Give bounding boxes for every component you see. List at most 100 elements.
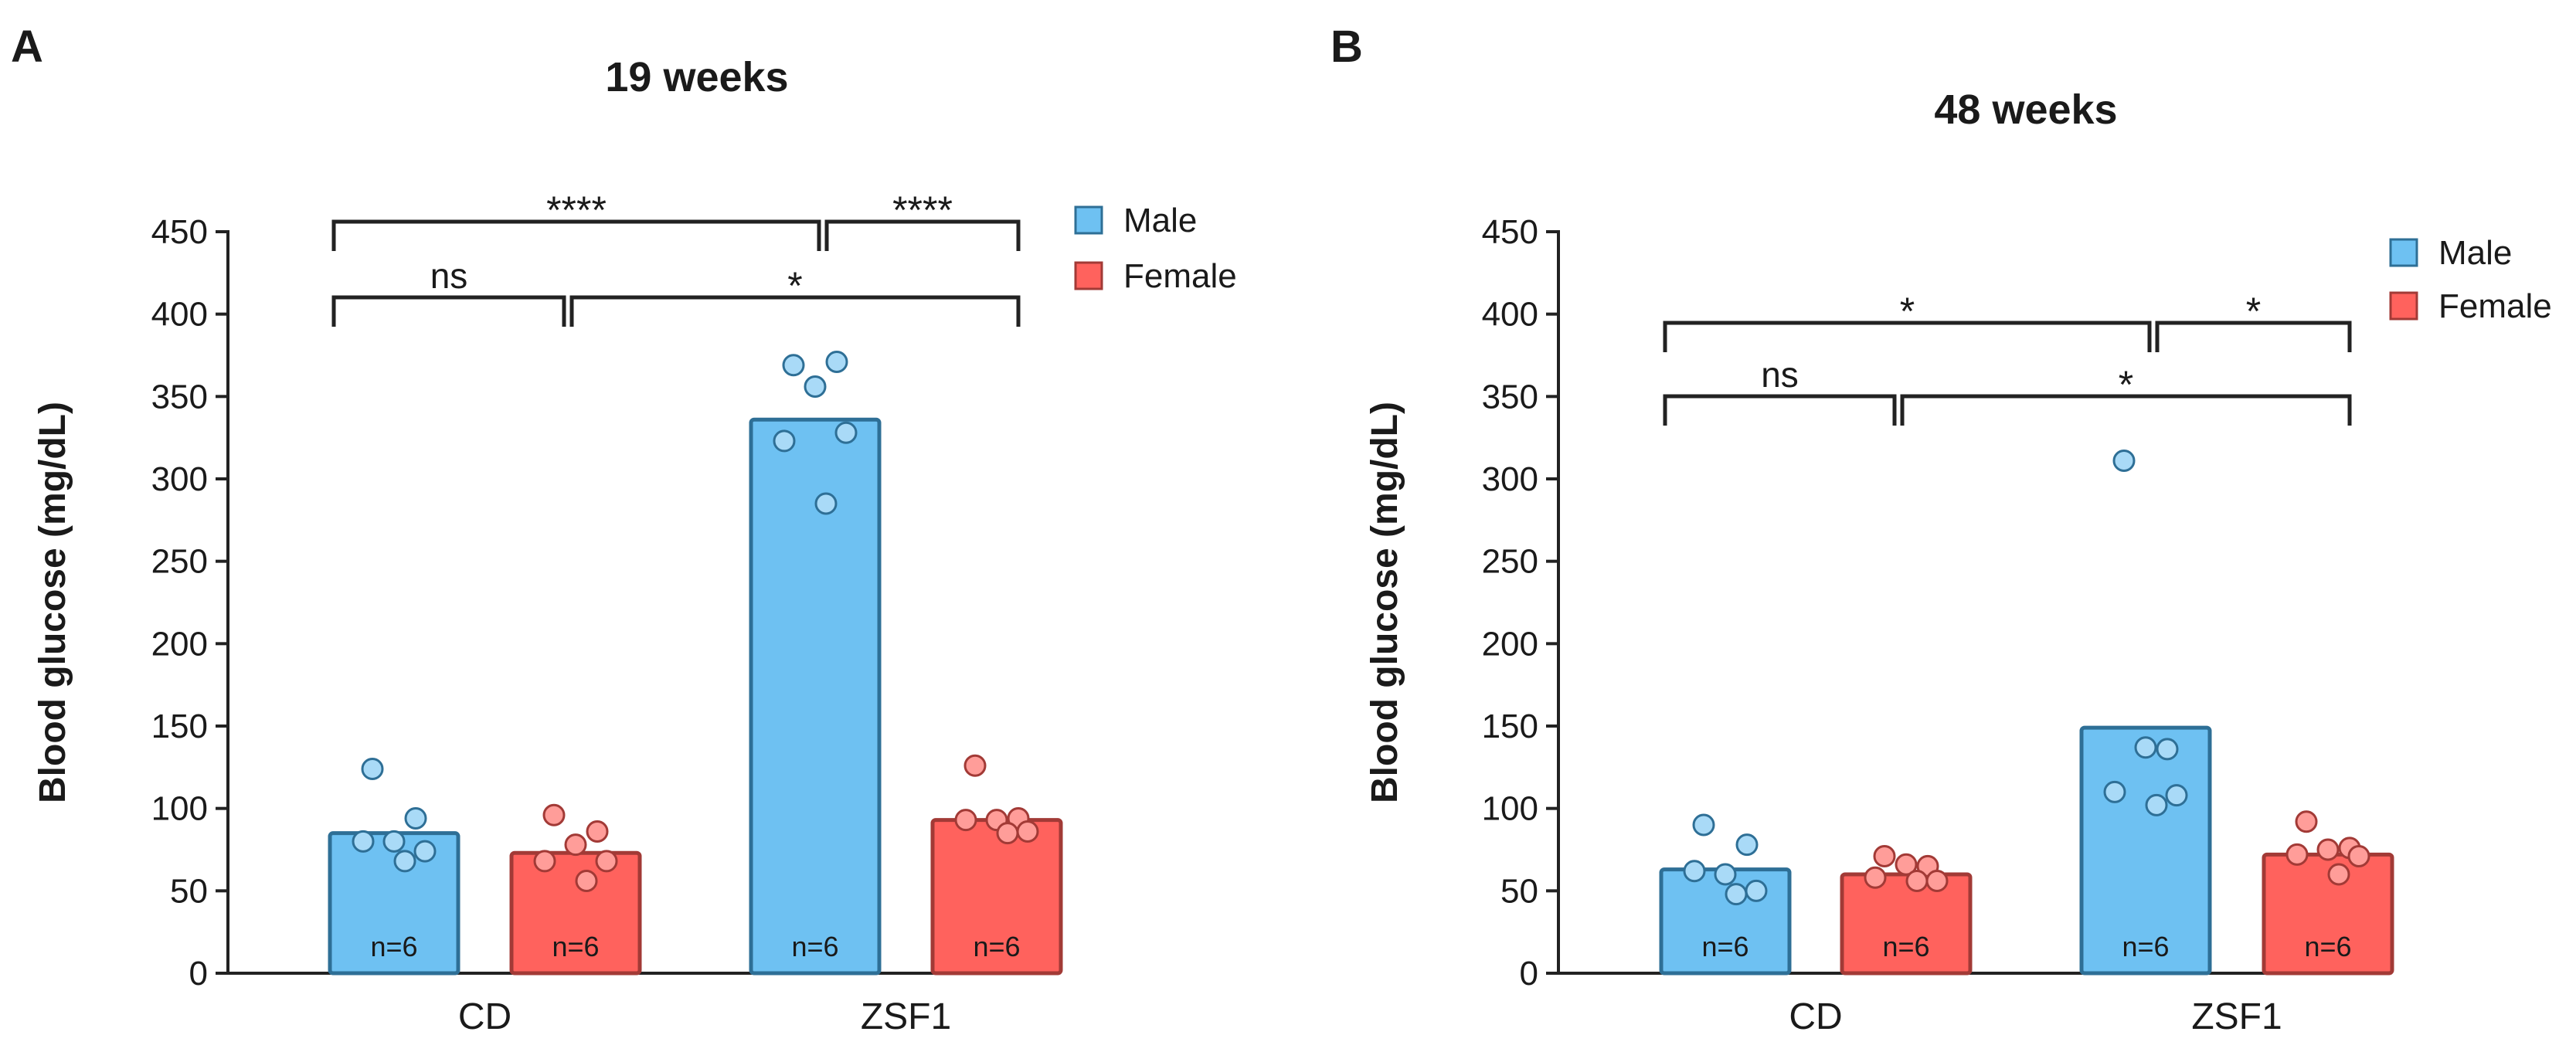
data-point bbox=[782, 354, 805, 377]
y-tick-label: 250 bbox=[151, 543, 208, 581]
legend-label-female: Female bbox=[2438, 287, 2552, 325]
data-point bbox=[382, 830, 406, 853]
data-point bbox=[1873, 845, 1896, 868]
data-point bbox=[1714, 863, 1737, 886]
y-tick-label: 450 bbox=[151, 213, 208, 251]
bar-zsf1-male bbox=[749, 417, 882, 976]
y-tick-label: 100 bbox=[151, 790, 208, 828]
y-tick-label: 350 bbox=[1482, 378, 1538, 416]
y-tick-label: 300 bbox=[1482, 460, 1538, 498]
panel-a: A 19 weeks Blood glucose (mg/dL) 0 50 100 150 2… bbox=[11, 22, 1237, 1037]
data-point bbox=[533, 850, 556, 873]
significance-bracket bbox=[1663, 394, 1897, 426]
significance-bracket bbox=[2155, 321, 2352, 352]
data-point bbox=[361, 757, 384, 780]
data-point bbox=[1745, 879, 1768, 902]
data-point bbox=[564, 833, 587, 857]
data-point bbox=[834, 421, 858, 444]
data-point bbox=[404, 806, 427, 830]
data-point bbox=[413, 840, 437, 863]
significance-bracket bbox=[331, 219, 821, 251]
y-axis-label: Blood glucose (mg/dL) bbox=[32, 402, 73, 803]
data-point bbox=[1905, 870, 1929, 893]
significance-label: * bbox=[2119, 363, 2133, 406]
data-point bbox=[954, 809, 977, 832]
data-point bbox=[996, 822, 1019, 845]
significance-label: * bbox=[1900, 290, 1915, 333]
n-label: n=6 bbox=[973, 931, 1020, 962]
significance-bracket bbox=[1900, 394, 2352, 426]
significance-label: * bbox=[2246, 290, 2261, 333]
data-point bbox=[1016, 820, 1039, 843]
significance-bracket bbox=[569, 295, 1021, 327]
n-label: n=6 bbox=[1701, 931, 1748, 962]
x-category-label: ZSF1 bbox=[2191, 996, 2282, 1037]
y-axis-label: Blood glucose (mg/dL) bbox=[1364, 402, 1405, 803]
significance-label: **** bbox=[892, 188, 953, 232]
n-label: n=6 bbox=[370, 931, 417, 962]
n-label: n=6 bbox=[2122, 931, 2169, 962]
legend-swatch-female bbox=[2389, 291, 2418, 321]
y-tick-label: 100 bbox=[1482, 790, 1538, 828]
x-category-label: CD bbox=[1789, 996, 1842, 1037]
y-tick-label: 200 bbox=[151, 625, 208, 663]
data-point bbox=[1683, 860, 1706, 883]
y-tick-label: 450 bbox=[1482, 213, 1538, 251]
data-point bbox=[595, 850, 618, 873]
data-point bbox=[393, 850, 416, 873]
data-point bbox=[2327, 863, 2350, 886]
data-point bbox=[2112, 450, 2136, 473]
n-label: n=6 bbox=[552, 931, 599, 962]
data-point bbox=[2165, 784, 2188, 807]
data-point bbox=[2295, 810, 2318, 833]
chart-title: 19 weeks bbox=[605, 54, 788, 100]
legend-swatch-male bbox=[2389, 238, 2418, 267]
data-point bbox=[575, 870, 598, 893]
panel-b: B 48 weeks Blood glucose (mg/dL) 0 50 100 150 2… bbox=[1330, 22, 2552, 1037]
significance-label: ns bbox=[1761, 355, 1799, 395]
data-point bbox=[1725, 883, 1748, 906]
data-point bbox=[1692, 813, 1715, 837]
y-tick-label: 200 bbox=[1482, 625, 1538, 663]
data-point bbox=[2285, 843, 2309, 866]
data-point bbox=[1864, 866, 1887, 889]
y-tick-label: 0 bbox=[189, 955, 208, 993]
chart-title: 48 weeks bbox=[1934, 87, 2117, 133]
n-label: n=6 bbox=[1882, 931, 1929, 962]
legend-label-male: Male bbox=[2438, 234, 2512, 272]
data-point bbox=[1925, 870, 1949, 893]
data-point bbox=[352, 830, 375, 853]
data-point bbox=[2145, 793, 2168, 816]
legend-swatch-female bbox=[1074, 261, 1103, 290]
data-point bbox=[1895, 853, 1918, 876]
data-point bbox=[825, 351, 848, 374]
legend-label-male: Male bbox=[1123, 202, 1197, 239]
y-tick-label: 50 bbox=[170, 872, 208, 910]
data-point bbox=[2134, 736, 2157, 759]
significance-bracket bbox=[1663, 321, 2152, 352]
y-tick-label: 400 bbox=[1482, 296, 1538, 334]
data-point bbox=[2103, 780, 2126, 803]
data-point bbox=[2316, 838, 2340, 861]
n-label: n=6 bbox=[791, 931, 838, 962]
data-point bbox=[814, 492, 838, 515]
y-tick-label: 0 bbox=[1520, 955, 1538, 993]
significance-bracket bbox=[331, 295, 566, 327]
data-point bbox=[542, 803, 566, 826]
data-point bbox=[586, 820, 609, 843]
y-tick-label: 350 bbox=[151, 378, 208, 416]
y-tick-label: 150 bbox=[151, 708, 208, 745]
y-tick-label: 300 bbox=[151, 460, 208, 498]
significance-bracket bbox=[824, 219, 1021, 251]
y-tick-label: 50 bbox=[1500, 872, 1538, 910]
x-category-label: ZSF1 bbox=[861, 996, 951, 1037]
data-point bbox=[804, 375, 827, 399]
data-point bbox=[1735, 833, 1759, 857]
data-point bbox=[2347, 845, 2370, 868]
x-category-label: CD bbox=[458, 996, 511, 1037]
panel-letter: B bbox=[1330, 22, 1363, 72]
significance-label: **** bbox=[546, 188, 607, 232]
significance-label: * bbox=[787, 264, 802, 307]
data-point bbox=[773, 429, 796, 453]
